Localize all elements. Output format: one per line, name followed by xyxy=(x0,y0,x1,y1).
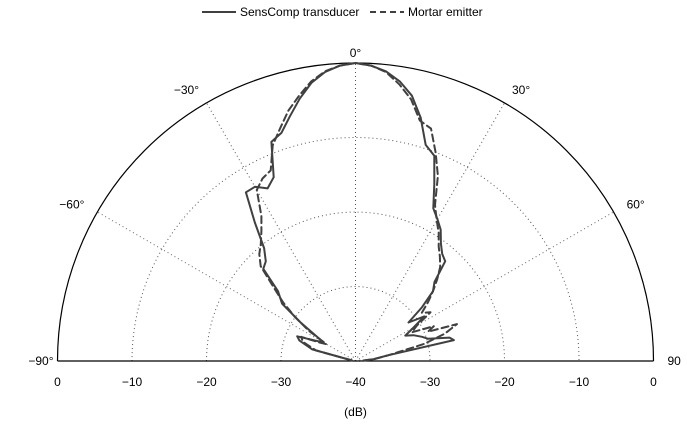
grid-spoke-5 xyxy=(355,211,614,362)
radial-tick-label-4: −40 xyxy=(345,375,366,389)
grid-spoke-1 xyxy=(97,211,356,362)
legend: SensComp transducer Mortar emitter xyxy=(202,5,483,19)
series-line-mortar-emitter xyxy=(255,62,458,362)
x-axis-label: (dB) xyxy=(344,405,367,419)
angle-label-2: −30° xyxy=(174,83,199,97)
angle-label-1: −60° xyxy=(59,198,84,212)
radial-tick-labels: 0 −10 −20 −30 −40 −30 −20 −10 0 xyxy=(54,375,657,389)
radial-tick-label-7: −10 xyxy=(569,375,590,389)
angle-label-0: −90° xyxy=(28,354,53,368)
grid-spoke-2 xyxy=(206,102,356,362)
radial-tick-label-5: −30 xyxy=(420,375,441,389)
angle-label-5: 60° xyxy=(627,198,645,212)
legend-label-mortar: Mortar emitter xyxy=(408,5,483,19)
radial-tick-label-6: −20 xyxy=(494,375,515,389)
radial-tick-label-2: −20 xyxy=(196,375,217,389)
polar-grid xyxy=(97,63,614,362)
legend-label-senscomp: SensComp transducer xyxy=(240,5,359,19)
angle-tick-labels: −90° −60° −30° 0° 30° 60° 90 xyxy=(28,46,681,368)
grid-ring-2 xyxy=(206,211,505,362)
angle-label-6: 90 xyxy=(668,354,682,368)
radial-tick-label-8: 0 xyxy=(650,375,657,389)
grid-ring-3 xyxy=(131,137,580,362)
radial-tick-label-1: −10 xyxy=(122,375,143,389)
grid-spoke-4 xyxy=(355,102,505,362)
angle-label-3: 0° xyxy=(350,46,362,60)
grid-ring-1 xyxy=(280,286,431,362)
series-layer xyxy=(244,62,458,362)
angle-label-4: 30° xyxy=(512,83,530,97)
radial-tick-label-3: −30 xyxy=(271,375,292,389)
radial-tick-label-0: 0 xyxy=(54,375,61,389)
